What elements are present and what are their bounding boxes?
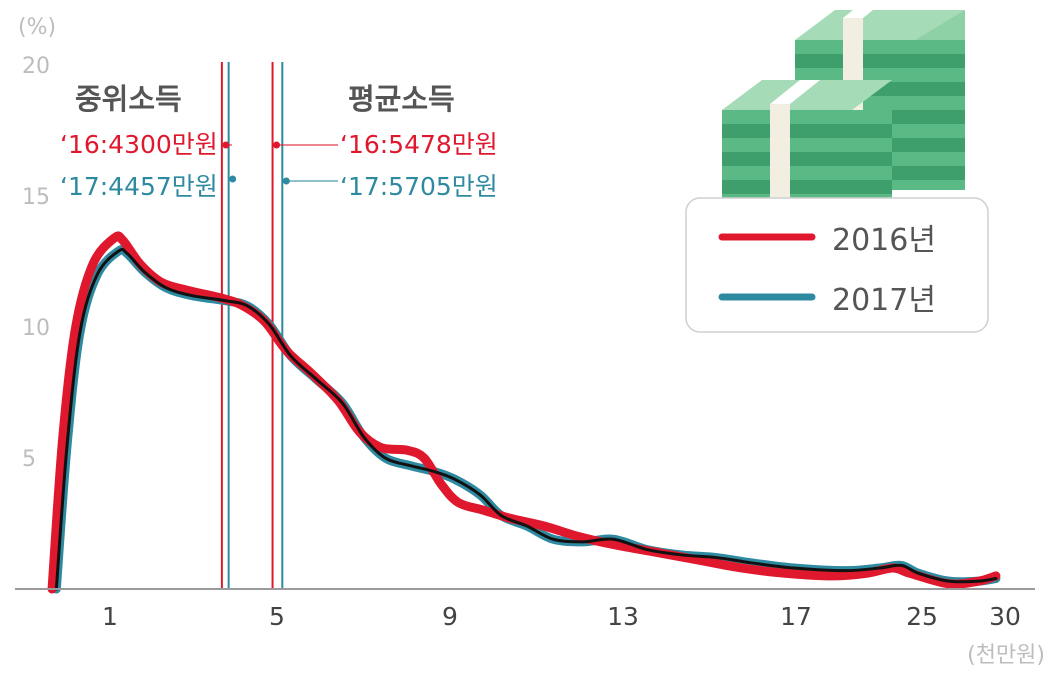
x-tick-label: 13 (607, 602, 639, 631)
x-tick-label: 30 (989, 602, 1021, 631)
median-label-2016: ‘16:4300만원 (60, 130, 218, 159)
y-axis-ticks: 5 10 15 20 (22, 54, 50, 472)
y-tick-label: 15 (22, 185, 50, 210)
median-title: 중위소득 (75, 82, 182, 116)
x-tick-label: 17 (780, 602, 812, 631)
y-tick-label: 10 (22, 316, 50, 341)
mean-label-2016: ‘16:5478만원 (340, 130, 498, 159)
mean-2017-leader (282, 177, 338, 185)
mean-title: 평균소득 (348, 82, 455, 116)
y-axis-unit: (%) (18, 15, 56, 40)
median-2017-leader (228, 175, 237, 183)
legend: 2016년 2017년 (685, 197, 989, 333)
series-2016-line (47, 231, 1001, 594)
mean-2016-leader (272, 141, 338, 149)
median-label-2017: ‘17:4457만원 (60, 172, 218, 201)
overlay-line (54, 247, 998, 591)
x-tick-label: 25 (906, 602, 938, 631)
y-tick-label: 20 (22, 54, 50, 79)
mean-label-2017: ‘17:5705만원 (340, 172, 498, 201)
x-tick-label: 9 (442, 602, 458, 631)
x-tick-label: 5 (269, 602, 285, 631)
x-tick-label: 1 (102, 602, 118, 631)
median-2016-leader (221, 141, 232, 149)
legend-label-2017: 2017년 (832, 283, 936, 318)
x-axis-unit: (천만원) (967, 643, 1045, 668)
reference-lines (220, 62, 338, 589)
y-tick-label: 5 (22, 447, 36, 472)
x-axis-ticks: 1 5 9 13 17 25 30 (102, 602, 1021, 631)
series-lines (47, 231, 1001, 594)
money-stack-icon (722, 10, 965, 200)
legend-label-2016: 2016년 (832, 223, 936, 258)
